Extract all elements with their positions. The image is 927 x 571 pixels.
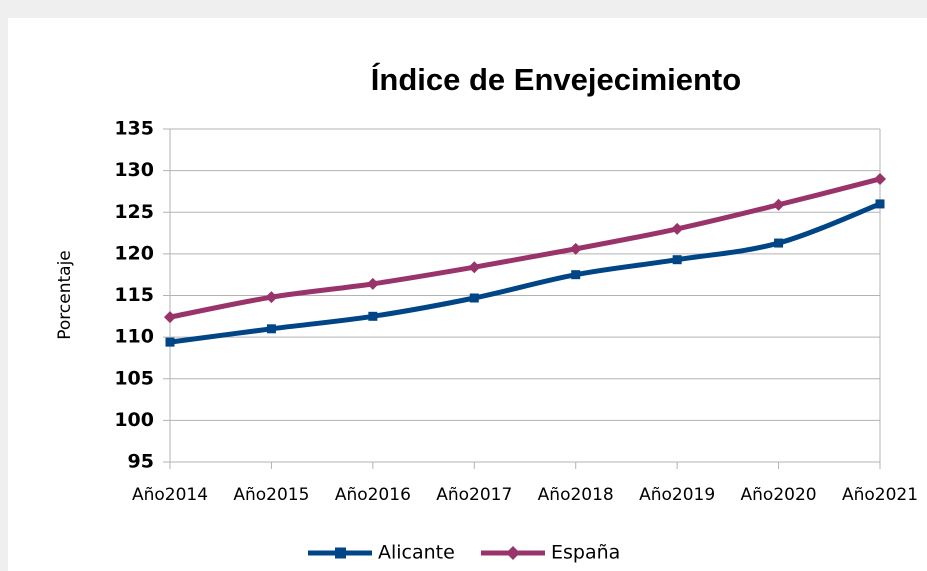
y-tick-label: 95 — [128, 451, 154, 473]
marker — [672, 255, 682, 265]
legend-marker — [335, 547, 346, 559]
marker — [165, 337, 175, 347]
x-tick-label: Año2016 — [335, 485, 411, 505]
marker — [469, 293, 479, 303]
x-tick-label: Año2014 — [132, 485, 208, 505]
x-tick-label: Año2017 — [436, 485, 512, 505]
y-tick-label: 115 — [114, 284, 154, 306]
y-tick-label: 100 — [114, 409, 154, 431]
y-tick-label: 110 — [114, 326, 154, 348]
line — [169, 201, 881, 345]
marker — [875, 199, 885, 209]
y-tick-label: 120 — [114, 242, 154, 264]
y-axis-label: Porcentaje — [55, 250, 75, 340]
marker — [266, 324, 276, 334]
chart-title: Índice de Envejecimiento — [371, 62, 741, 97]
x-tick-label: Año2015 — [233, 485, 309, 505]
legend-marker — [506, 546, 520, 560]
x-tick-label: Año2018 — [538, 485, 614, 505]
marker — [265, 291, 278, 304]
y-tick-label: 130 — [114, 159, 154, 181]
legend-label: Alicante — [378, 542, 455, 564]
y-tick-label: 125 — [114, 201, 154, 223]
chart-panel — [8, 18, 927, 571]
marker — [569, 242, 582, 255]
x-tick-label: Año2020 — [741, 485, 817, 505]
marker — [671, 222, 684, 235]
y-tick-label: 105 — [114, 367, 154, 389]
marker — [164, 311, 176, 324]
x-tick-label: Año2019 — [639, 485, 715, 505]
marker — [468, 261, 481, 274]
marker — [366, 277, 379, 290]
x-tick-label: Año2021 — [842, 485, 918, 505]
marker — [571, 270, 581, 280]
legend-label: España — [551, 542, 620, 564]
marker — [774, 238, 784, 248]
marker — [874, 172, 886, 185]
y-tick-label: 135 — [114, 118, 154, 140]
marker — [368, 311, 378, 321]
line — [169, 176, 881, 320]
marker — [772, 198, 785, 211]
